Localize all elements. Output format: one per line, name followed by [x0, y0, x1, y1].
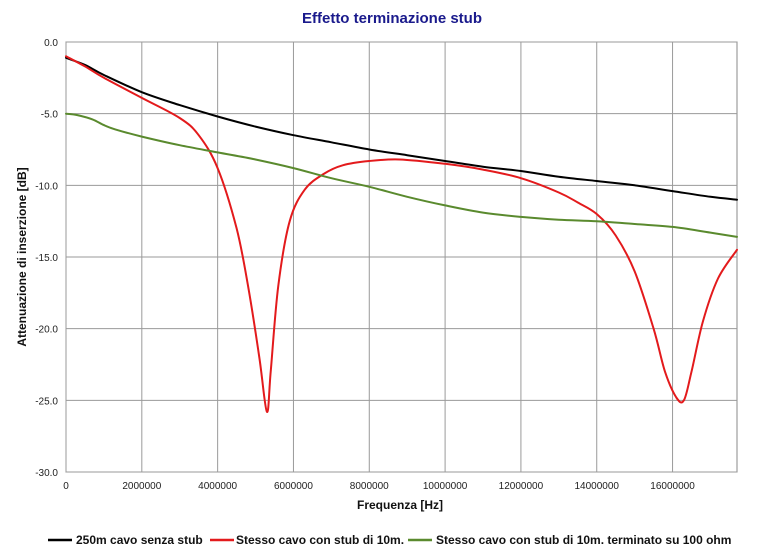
x-tick-label: 8000000: [350, 481, 389, 492]
legend-label: Stesso cavo con stub di 10m. terminato s…: [436, 533, 731, 547]
axes: 0 2000000 4000000 6000000 8000000 10000000 120…: [35, 38, 695, 492]
y-tick-label: -25.0: [35, 396, 58, 407]
x-axis-label: Frequenza [Hz]: [357, 498, 443, 512]
x-tick-label: 14000000: [574, 481, 619, 492]
y-tick-label: -15.0: [35, 253, 58, 264]
y-axis-label: Attenuazione di inserzione [dB]: [15, 167, 29, 346]
legend: 250m cavo senza stub Stesso cavo con stub…: [48, 533, 731, 547]
grid: [65, 41, 738, 473]
y-tick-label: -5.0: [41, 110, 59, 121]
y-tick-label: -20.0: [35, 325, 58, 336]
legend-label: 250m cavo senza stub: [76, 533, 203, 547]
chart-title: Effetto terminazione stub: [302, 10, 482, 27]
x-tick-label: 2000000: [122, 481, 161, 492]
x-tick-label: 0: [63, 481, 69, 492]
y-tick-label: -10.0: [35, 181, 58, 192]
y-tick-label: -30.0: [35, 468, 58, 479]
x-tick-label: 16000000: [650, 481, 695, 492]
x-tick-label: 4000000: [198, 481, 237, 492]
x-tick-label: 12000000: [499, 481, 544, 492]
series-line-stub-terminated: [65, 112, 738, 238]
series-line-stub-10m: [65, 55, 738, 413]
series-line-no-stub: [65, 56, 738, 201]
series-layer: [65, 55, 738, 413]
legend-label: Stesso cavo con stub di 10m.: [236, 533, 404, 547]
x-tick-label: 10000000: [423, 481, 468, 492]
y-tick-label: 0.0: [44, 38, 58, 49]
x-tick-label: 6000000: [274, 481, 313, 492]
